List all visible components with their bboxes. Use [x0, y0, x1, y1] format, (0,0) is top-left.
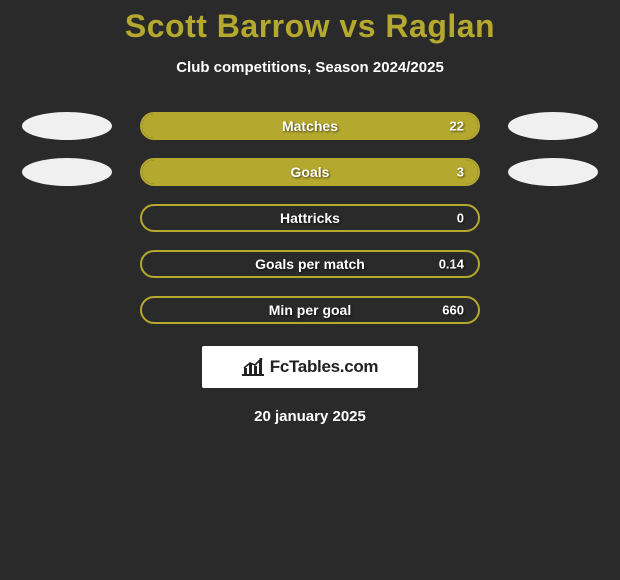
logo-badge: FcTables.com [202, 346, 418, 388]
stat-bar: Matches 22 [140, 112, 480, 140]
stat-bar: Min per goal 660 [140, 296, 480, 324]
stat-bar: Goals 3 [140, 158, 480, 186]
bar-chart-icon [242, 358, 264, 376]
stat-value: 660 [442, 303, 464, 318]
stat-row: Matches 22 [0, 112, 620, 140]
player-oval-left [22, 112, 112, 140]
date-label: 20 january 2025 [0, 408, 620, 425]
subtitle: Club competitions, Season 2024/2025 [0, 59, 620, 76]
player-oval-right [508, 158, 598, 186]
stat-label: Hattricks [280, 210, 340, 226]
stat-row: Hattricks 0 [0, 204, 620, 232]
logo-text: FcTables.com [270, 357, 379, 377]
page-title: Scott Barrow vs Raglan [0, 8, 620, 45]
stat-label: Goals [291, 164, 330, 180]
stat-label: Matches [282, 118, 338, 134]
stat-label: Min per goal [269, 302, 351, 318]
stat-row: Goals 3 [0, 158, 620, 186]
stats-list: Matches 22 Goals 3 Hattricks 0 Goals per match… [0, 112, 620, 324]
stat-row: Min per goal 660 [0, 296, 620, 324]
stat-bar: Hattricks 0 [140, 204, 480, 232]
stat-bar: Goals per match 0.14 [140, 250, 480, 278]
player-oval-left [22, 158, 112, 186]
stat-value: 22 [450, 119, 464, 134]
stat-value: 0 [457, 211, 464, 226]
stat-label: Goals per match [255, 256, 365, 272]
stat-value: 0.14 [439, 257, 464, 272]
player-oval-right [508, 112, 598, 140]
stat-value: 3 [457, 165, 464, 180]
stat-row: Goals per match 0.14 [0, 250, 620, 278]
